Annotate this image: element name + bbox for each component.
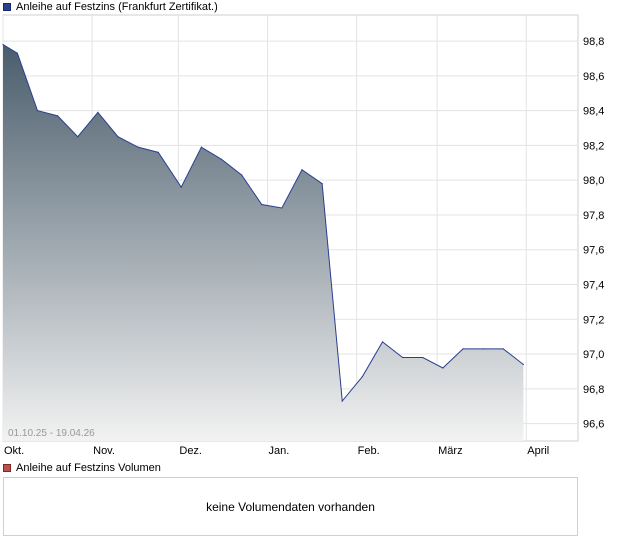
y-tick-label: 98,2	[583, 140, 604, 152]
y-tick-label: 97,4	[583, 280, 604, 292]
price-point	[36, 110, 39, 112]
x-tick-label: Feb.	[358, 445, 380, 457]
x-tick-label: Jan.	[269, 445, 290, 457]
volume-empty-message: keine Volumendaten vorhanden	[206, 500, 375, 514]
price-point	[422, 356, 424, 359]
price-area	[3, 44, 524, 442]
price-point	[442, 367, 444, 369]
y-tick-label: 97,2	[583, 314, 604, 326]
price-point	[77, 136, 79, 138]
price-point	[117, 136, 119, 138]
y-tick-label: 98,6	[583, 71, 604, 83]
y-tick-label: 98,0	[583, 175, 604, 187]
y-tick-label: 98,8	[583, 36, 604, 48]
price-legend: Anleihe auf Festzins (Frankfurt Zertifik…	[3, 0, 218, 14]
y-tick-label: 97,8	[583, 210, 604, 222]
price-point	[57, 115, 59, 117]
price-legend-label: Anleihe auf Festzins (Frankfurt Zertifik…	[16, 1, 218, 13]
price-point	[97, 111, 99, 113]
volume-legend-swatch	[3, 464, 11, 472]
price-legend-swatch	[3, 3, 11, 11]
price-point	[180, 186, 182, 188]
x-tick-label: Nov.	[93, 445, 115, 457]
price-point	[281, 207, 283, 209]
price-point	[261, 203, 263, 206]
price-point	[381, 341, 384, 343]
volume-legend-label: Anleihe auf Festzins Volumen	[16, 462, 161, 474]
y-tick-label: 98,4	[583, 106, 604, 118]
price-point	[241, 174, 243, 176]
price-point	[361, 376, 363, 378]
price-point	[402, 356, 404, 359]
price-point	[301, 169, 303, 171]
price-point	[462, 348, 464, 350]
price-point	[482, 348, 484, 350]
price-point	[137, 146, 139, 148]
price-point	[16, 52, 18, 54]
y-tick-label: 96,8	[583, 384, 604, 396]
price-point	[200, 146, 202, 148]
price-point	[157, 151, 159, 153]
price-point	[220, 158, 223, 160]
y-tick-label: 97,6	[583, 245, 604, 257]
date-range-label: 01.10.25 - 19.04.26	[8, 428, 95, 439]
x-tick-label: März	[438, 445, 462, 457]
price-point	[321, 183, 323, 185]
x-tick-label: Dez.	[179, 445, 202, 457]
x-tick-label: April	[527, 445, 549, 457]
y-tick-label: 96,6	[583, 419, 604, 431]
price-point	[341, 400, 343, 402]
price-point	[502, 348, 504, 350]
price-chart: 96,6 96,8 97,0 97,2 97,4 97,6 97,8 98,0 98,2 98,4…	[2, 14, 604, 457]
x-tick-label: Okt.	[4, 445, 24, 457]
y-tick-label: 97,0	[583, 349, 604, 361]
price-point	[2, 43, 4, 46]
volume-panel: keine Volumendaten vorhanden	[3, 477, 578, 536]
price-point	[522, 363, 524, 366]
volume-legend: Anleihe auf Festzins Volumen	[3, 461, 161, 475]
